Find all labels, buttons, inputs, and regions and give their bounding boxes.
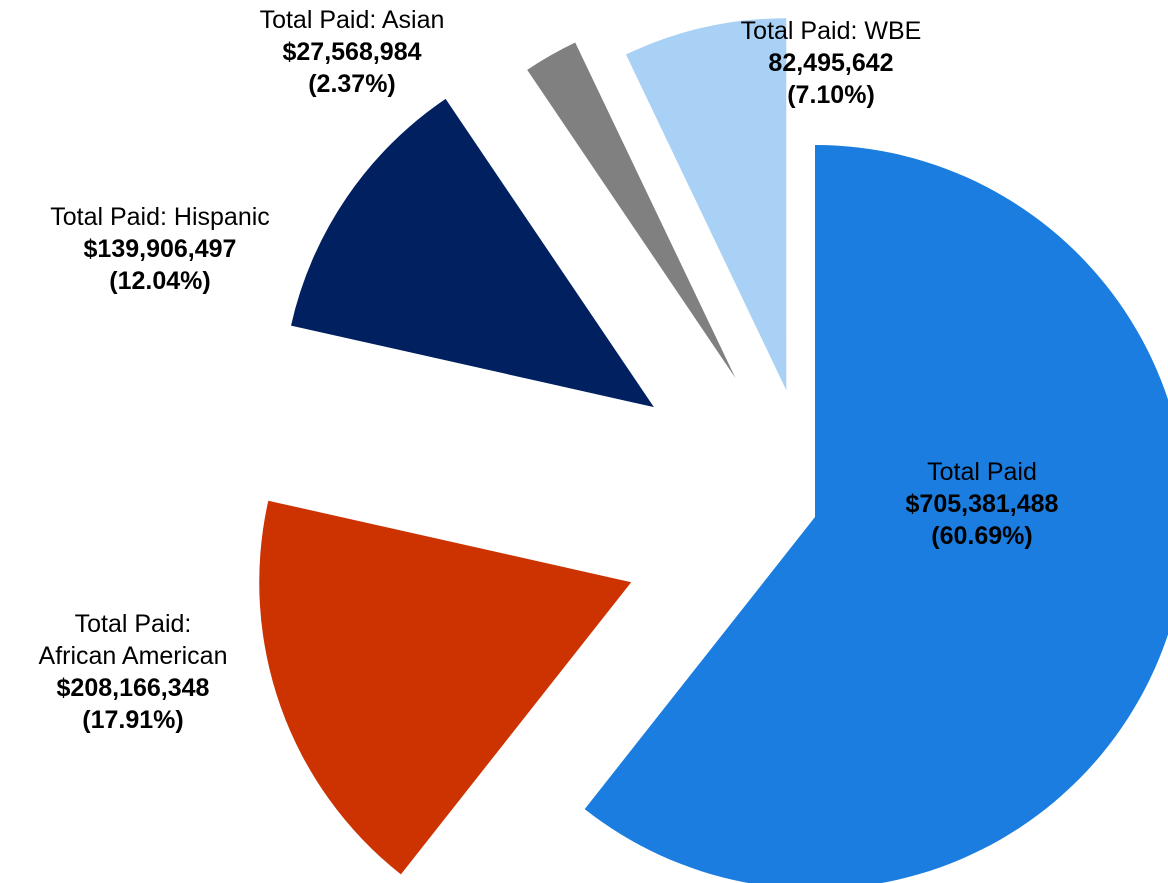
slice-name: African American	[38, 642, 228, 670]
slice-amount: $139,906,497	[83, 235, 237, 263]
slice-label-african-american: Total Paid: African American $208,166,34…	[39, 608, 228, 736]
slice-label-wbe: Total Paid: WBE 82,495,642 (7.10%)	[741, 15, 922, 111]
slice-amount: $705,381,488	[905, 490, 1059, 518]
pie-slice-asian	[527, 42, 736, 379]
pie-slice-wbe	[626, 18, 787, 391]
pie-slice-african-american	[259, 500, 632, 875]
slice-name: Total Paid: WBE	[740, 17, 922, 45]
slice-amount: 82,495,642	[768, 49, 894, 77]
pie-slice-hispanic	[291, 98, 654, 408]
slice-name: Total Paid: Hispanic	[50, 203, 270, 231]
slice-percent: (12.04%)	[109, 267, 211, 295]
slice-label-asian: Total Paid: Asian $27,568,984 (2.37%)	[260, 4, 445, 100]
pie-slice-total-paid	[584, 145, 1168, 883]
slice-label-hispanic: Total Paid: Hispanic $139,906,497 (12.04…	[50, 201, 270, 297]
slice-name: Total Paid: Asian	[259, 6, 445, 34]
slice-name: Total Paid:	[74, 610, 192, 638]
slice-percent: (7.10%)	[787, 81, 875, 109]
slice-amount: $208,166,348	[56, 674, 210, 702]
slice-percent: (17.91%)	[82, 706, 184, 734]
slice-amount: $27,568,984	[282, 38, 422, 66]
slice-percent: (60.69%)	[931, 522, 1033, 550]
slice-percent: (2.37%)	[308, 70, 396, 98]
slice-label-total-paid: Total Paid $705,381,488 (60.69%)	[906, 456, 1059, 552]
slice-name: Total Paid	[927, 458, 1037, 486]
